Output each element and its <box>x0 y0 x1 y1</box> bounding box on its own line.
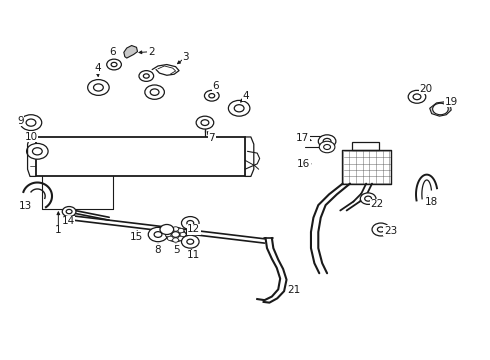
Text: 15: 15 <box>130 232 143 242</box>
Text: 2: 2 <box>148 46 154 57</box>
Circle shape <box>20 115 42 131</box>
Text: 20: 20 <box>419 84 432 94</box>
Circle shape <box>62 207 76 217</box>
Circle shape <box>160 225 173 234</box>
Polygon shape <box>124 45 138 58</box>
Circle shape <box>209 94 215 98</box>
Circle shape <box>181 217 199 229</box>
Text: 3: 3 <box>182 52 189 62</box>
Circle shape <box>168 236 173 240</box>
Bar <box>352 141 379 149</box>
Circle shape <box>166 227 185 242</box>
Text: 9: 9 <box>17 116 24 126</box>
Text: 12: 12 <box>187 225 200 234</box>
Circle shape <box>172 238 178 242</box>
Circle shape <box>187 221 194 226</box>
Circle shape <box>365 196 371 201</box>
Circle shape <box>323 138 331 144</box>
Circle shape <box>196 116 214 129</box>
Text: 11: 11 <box>187 250 200 260</box>
Circle shape <box>88 80 109 95</box>
Circle shape <box>178 236 184 240</box>
Text: 5: 5 <box>173 245 180 255</box>
Circle shape <box>26 119 36 126</box>
Circle shape <box>172 227 178 231</box>
Circle shape <box>66 210 72 214</box>
Circle shape <box>178 229 184 233</box>
Circle shape <box>145 85 164 99</box>
Text: 1: 1 <box>55 225 62 235</box>
Text: 7: 7 <box>208 133 215 143</box>
Circle shape <box>168 229 173 233</box>
Text: 17: 17 <box>296 133 309 143</box>
Text: 8: 8 <box>155 245 161 255</box>
Text: 23: 23 <box>384 226 397 236</box>
Bar <box>36 137 245 176</box>
Circle shape <box>228 100 250 116</box>
Circle shape <box>26 143 48 159</box>
Circle shape <box>372 223 390 236</box>
Text: 6: 6 <box>109 46 116 57</box>
Text: 21: 21 <box>287 285 300 296</box>
Circle shape <box>234 105 244 112</box>
Circle shape <box>201 120 209 126</box>
Circle shape <box>318 135 336 148</box>
Circle shape <box>204 90 219 101</box>
Circle shape <box>413 94 421 100</box>
Circle shape <box>165 232 171 237</box>
Text: 6: 6 <box>212 81 219 91</box>
Text: 16: 16 <box>297 159 310 169</box>
Circle shape <box>154 231 162 237</box>
Polygon shape <box>430 102 451 116</box>
Circle shape <box>139 71 154 81</box>
Circle shape <box>150 89 159 95</box>
Circle shape <box>148 227 168 242</box>
Text: 18: 18 <box>425 197 438 207</box>
Text: 22: 22 <box>370 199 384 210</box>
Text: 4: 4 <box>243 91 249 101</box>
Text: 10: 10 <box>24 132 38 142</box>
Circle shape <box>180 232 186 237</box>
Circle shape <box>181 235 199 248</box>
Text: 13: 13 <box>19 201 32 211</box>
Circle shape <box>32 148 42 155</box>
Circle shape <box>172 231 179 237</box>
Circle shape <box>94 84 103 91</box>
Circle shape <box>433 103 448 115</box>
Circle shape <box>107 59 122 70</box>
Circle shape <box>377 227 384 232</box>
Text: 4: 4 <box>94 63 101 73</box>
Circle shape <box>324 144 331 149</box>
Circle shape <box>111 62 117 67</box>
Text: 14: 14 <box>62 216 75 226</box>
Circle shape <box>408 90 426 103</box>
Circle shape <box>187 239 194 244</box>
Circle shape <box>319 141 335 153</box>
Text: 19: 19 <box>444 97 458 107</box>
Circle shape <box>144 74 149 78</box>
Circle shape <box>360 193 376 204</box>
